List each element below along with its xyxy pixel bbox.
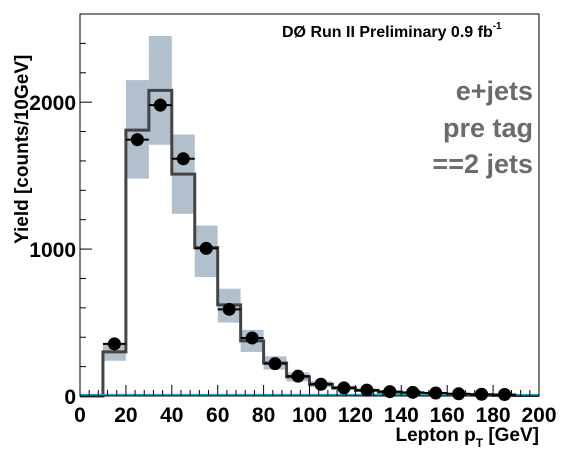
- y-tick-label: 0: [64, 386, 76, 409]
- data-point: [475, 387, 489, 401]
- data-point: [153, 98, 167, 112]
- data-point: [360, 383, 374, 397]
- x-tick-label: 80: [252, 404, 275, 427]
- x-axis-title-subscript: T: [476, 436, 484, 450]
- data-point: [176, 152, 190, 166]
- x-tick-label: 0: [74, 404, 86, 427]
- chart-header-superscript: -1: [493, 21, 502, 32]
- data-point: [107, 337, 121, 351]
- x-tick-label: 160: [430, 404, 465, 427]
- data-point: [337, 381, 351, 395]
- data-point: [429, 386, 443, 400]
- x-tick-label: 60: [206, 404, 229, 427]
- data-point: [245, 331, 259, 345]
- x-tick-label: 120: [338, 404, 373, 427]
- chart-header: DØ Run II Preliminary 0.9 fb-1: [282, 21, 502, 41]
- data-point: [291, 369, 305, 383]
- data-point: [314, 377, 328, 391]
- annotation-tag: pre tag: [443, 113, 533, 143]
- x-axis-title: Lepton pT [GeV]: [396, 425, 540, 450]
- x-tick-label: 20: [114, 404, 137, 427]
- x-tick-label: 180: [476, 404, 511, 427]
- y-tick-label: 2000: [29, 92, 76, 115]
- x-axis-title-main: Lepton p: [396, 425, 476, 446]
- y-tick-label: 1000: [29, 239, 76, 262]
- data-point: [199, 241, 213, 255]
- data-point: [452, 387, 466, 401]
- data-point: [498, 388, 512, 402]
- annotation-channel: e+jets: [456, 76, 533, 106]
- x-tick-label: 40: [160, 404, 183, 427]
- x-tick-label: 200: [521, 404, 556, 427]
- data-point: [268, 357, 282, 371]
- data-point: [222, 302, 236, 316]
- annotation-jets: ==2 jets: [432, 149, 533, 179]
- y-axis-title: Yield [counts/10GeV]: [12, 55, 33, 244]
- chart-header-text: DØ Run II Preliminary 0.9 fb: [282, 24, 493, 41]
- x-tick-label: 140: [384, 404, 419, 427]
- data-point: [383, 385, 397, 399]
- x-axis-title-unit: [GeV]: [483, 425, 539, 446]
- data-point: [130, 133, 144, 147]
- data-point: [406, 385, 420, 399]
- x-tick-label: 100: [292, 404, 327, 427]
